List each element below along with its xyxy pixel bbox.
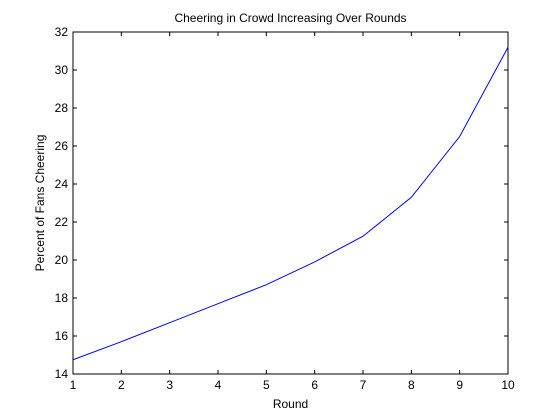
- y-tick-label: 32: [55, 25, 69, 39]
- x-axis-label: Round: [273, 397, 308, 411]
- x-tick-label: 9: [456, 378, 463, 392]
- x-tick-label: 4: [215, 378, 222, 392]
- y-tick-label: 20: [55, 253, 69, 267]
- x-tick-label: 6: [311, 378, 318, 392]
- plot-area: [73, 32, 508, 374]
- chart-title: Cheering in Crowd Increasing Over Rounds: [174, 11, 406, 25]
- x-tick-label: 5: [263, 378, 270, 392]
- y-tick-label: 14: [55, 367, 69, 381]
- y-tick-label: 28: [55, 101, 69, 115]
- y-tick-label: 22: [55, 215, 69, 229]
- y-tick-label: 18: [55, 291, 69, 305]
- y-tick-label: 16: [55, 329, 69, 343]
- y-axis-label: Percent of Fans Cheering: [33, 135, 47, 272]
- x-tick-label: 10: [501, 378, 515, 392]
- x-tick-label: 1: [70, 378, 77, 392]
- x-tick-label: 3: [166, 378, 173, 392]
- y-tick-label: 30: [55, 63, 69, 77]
- y-tick-label: 24: [55, 177, 69, 191]
- y-tick-label: 26: [55, 139, 69, 153]
- x-tick-label: 2: [118, 378, 125, 392]
- x-tick-label: 8: [408, 378, 415, 392]
- x-tick-label: 7: [360, 378, 367, 392]
